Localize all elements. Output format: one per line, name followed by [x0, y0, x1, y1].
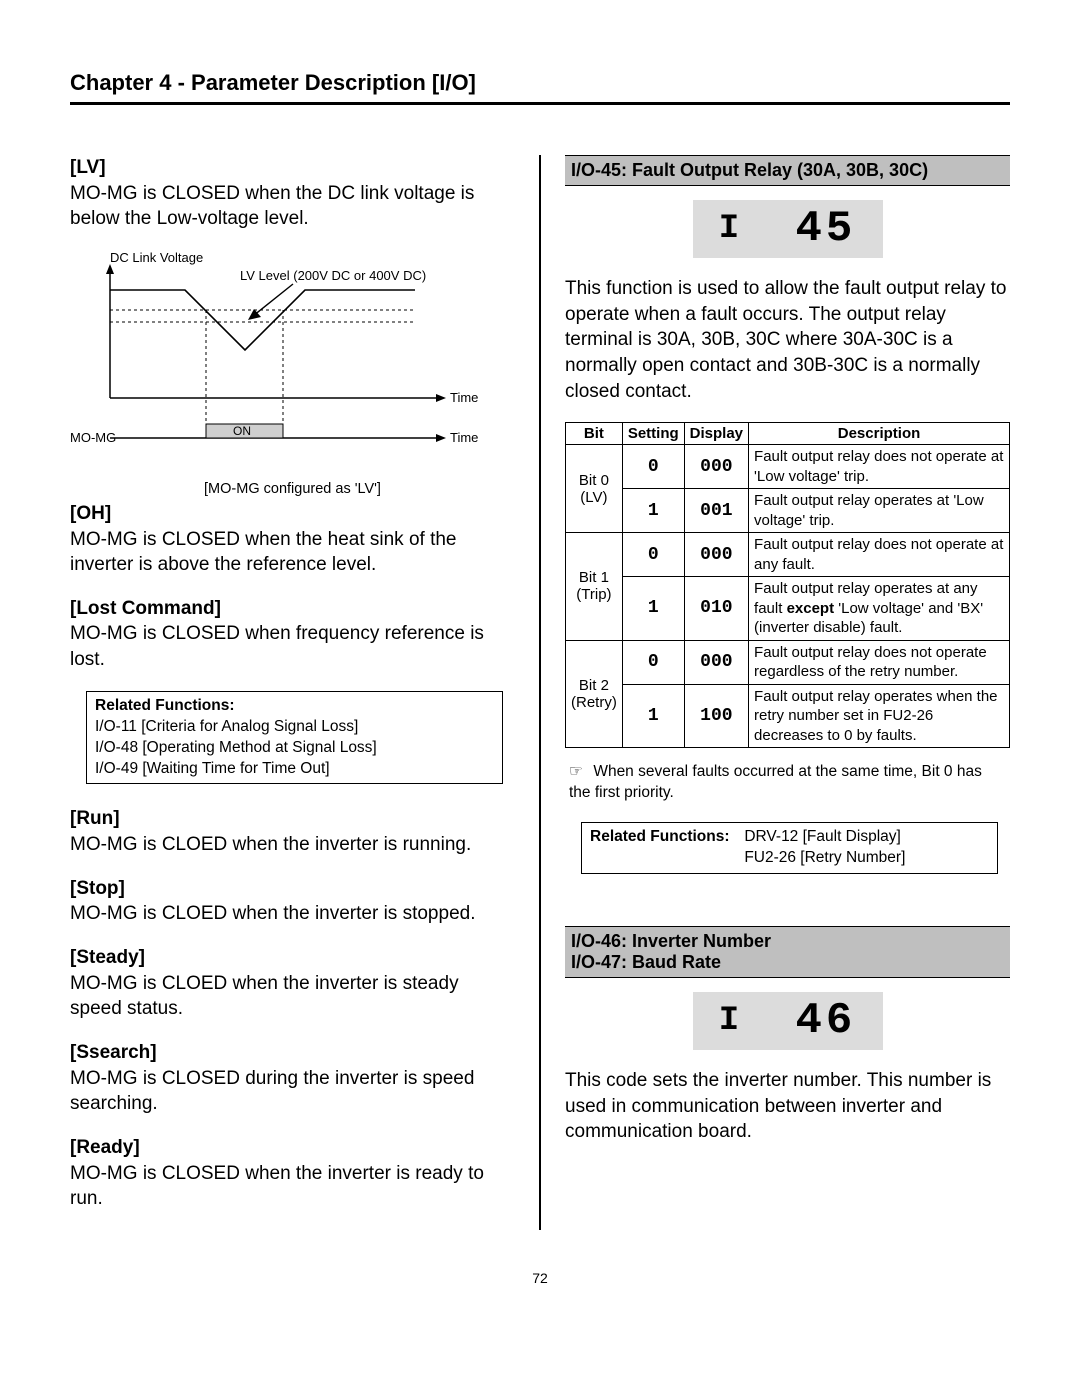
rf2-lines: DRV-12 [Fault Display] FU2-26 [Retry Num… [744, 827, 905, 869]
run-block: [Run] MO-MG is CLOED when the inverter i… [70, 806, 515, 857]
ft-desc-cell: Fault output relay operates when the ret… [749, 684, 1010, 748]
ft-bit-cell: Bit 1 (Trip) [566, 533, 623, 641]
ft-desc-cell: Fault output relay does not operate at a… [749, 533, 1010, 577]
lost-block: [Lost Command] MO-MG is CLOSED when freq… [70, 596, 515, 673]
ft-setting-cell: 1 [622, 577, 684, 641]
mo-mg-label: MO-MG [70, 430, 116, 445]
ft-display-cell: 010 [684, 577, 748, 641]
oh-block: [OH] MO-MG is CLOSED when the heat sink … [70, 501, 515, 578]
dc-link-label: DC Link Voltage [110, 250, 203, 265]
oh-label: [OH] [70, 503, 111, 524]
on-label: ON [233, 424, 251, 438]
lv-diagram: DC Link Voltage Time LV Level (200V DC o… [70, 250, 515, 497]
left-column: [LV] MO-MG is CLOSED when the DC link vo… [70, 155, 515, 1230]
lcd-46: I 46 [693, 992, 883, 1050]
ft-setting-cell: 0 [622, 640, 684, 684]
ssearch-block: [Ssearch] MO-MG is CLOSED during the inv… [70, 1040, 515, 1117]
ft-h0: Bit [566, 423, 623, 445]
ready-block: [Ready] MO-MG is CLOSED when the inverte… [70, 1135, 515, 1212]
chapter-header: Chapter 4 - Parameter Description [I/O] [70, 70, 1010, 105]
io45-text: This function is used to allow the fault… [565, 276, 1010, 404]
ft-desc-cell: Fault output relay operates at any fault… [749, 577, 1010, 641]
ft-setting-cell: 1 [622, 684, 684, 748]
ft-display-cell: 001 [684, 489, 748, 533]
ft-display-cell: 000 [684, 533, 748, 577]
ft-desc-cell: Fault output relay does not operate rega… [749, 640, 1010, 684]
rf2-line0: DRV-12 [Fault Display] [744, 828, 901, 845]
column-divider [539, 155, 541, 1230]
priority-note: ☞ When several faults occurred at the sa… [569, 762, 1006, 804]
note-text: When several faults occurred at the same… [569, 763, 982, 801]
diagram-caption: [MO-MG configured as 'LV'] [70, 481, 515, 497]
oh-text: MO-MG is CLOSED when the heat sink of th… [70, 529, 457, 576]
io46-text: This code sets the inverter number. This… [565, 1068, 1010, 1145]
rf2-label: Related Functions: [590, 827, 740, 848]
io46-bar: I/O-46: Inverter Number I/O-47: Baud Rat… [565, 926, 1010, 978]
ft-setting-cell: 1 [622, 489, 684, 533]
ft-setting-cell: 0 [622, 445, 684, 489]
rf1-line1: I/O-48 [Operating Method at Signal Loss] [95, 739, 377, 756]
page-number: 72 [70, 1270, 1010, 1286]
lost-label: [Lost Command] [70, 598, 221, 619]
ft-bit-cell: Bit 2 (Retry) [566, 640, 623, 748]
lv-level-label: LV Level (200V DC or 400V DC) [240, 268, 426, 283]
lcd-46-right: 46 [795, 996, 856, 1046]
lv-text: MO-MG is CLOSED when the DC link voltage… [70, 183, 474, 230]
lost-text: MO-MG is CLOSED when frequency reference… [70, 623, 484, 670]
ft-display-cell: 000 [684, 445, 748, 489]
two-column-layout: [LV] MO-MG is CLOSED when the DC link vo… [70, 155, 1010, 1230]
stop-label: [Stop] [70, 878, 125, 899]
rf1-label: Related Functions: [95, 696, 245, 717]
lcd-45: I 45 [693, 200, 883, 258]
ft-desc-cell: Fault output relay does not operate at '… [749, 445, 1010, 489]
lv-block: [LV] MO-MG is CLOSED when the DC link vo… [70, 155, 515, 232]
run-text: MO-MG is CLOED when the inverter is runn… [70, 834, 471, 855]
ft-h1: Setting [622, 423, 684, 445]
page: Chapter 4 - Parameter Description [I/O] … [0, 0, 1080, 1326]
run-label: [Run] [70, 808, 120, 829]
ft-h3: Description [749, 423, 1010, 445]
ft-display-cell: 000 [684, 640, 748, 684]
ft-display-cell: 100 [684, 684, 748, 748]
steady-block: [Steady] MO-MG is CLOED when the inverte… [70, 945, 515, 1022]
lv-diagram-svg: DC Link Voltage Time LV Level (200V DC o… [70, 250, 500, 470]
steady-text: MO-MG is CLOED when the inverter is stea… [70, 973, 459, 1020]
rf1-line0: I/O-11 [Criteria for Analog Signal Loss] [95, 718, 358, 735]
ssearch-text: MO-MG is CLOSED during the inverter is s… [70, 1068, 474, 1115]
lcd-45-right: 45 [795, 204, 856, 254]
rf2-line1: FU2-26 [Retry Number] [744, 849, 905, 866]
ready-text: MO-MG is CLOSED when the inverter is rea… [70, 1163, 484, 1210]
io45-bar: I/O-45: Fault Output Relay (30A, 30B, 30… [565, 155, 1010, 186]
stop-text: MO-MG is CLOED when the inverter is stop… [70, 903, 475, 924]
lcd-45-left: I [719, 210, 743, 248]
time-label-1: Time [450, 390, 478, 405]
lv-label: [LV] [70, 157, 106, 178]
related-functions-2: Related Functions: DRV-12 [Fault Display… [581, 822, 998, 874]
related-functions-1: Related Functions: I/O-11 [Criteria for … [86, 691, 503, 785]
time-label-2: Time [450, 430, 478, 445]
rf1-line2: I/O-49 [Waiting Time for Time Out] [95, 760, 330, 777]
ssearch-label: [Ssearch] [70, 1042, 157, 1063]
ft-setting-cell: 0 [622, 533, 684, 577]
ready-label: [Ready] [70, 1137, 140, 1158]
ft-desc-cell: Fault output relay operates at 'Low volt… [749, 489, 1010, 533]
ft-h2: Display [684, 423, 748, 445]
pointing-hand-icon: ☞ [569, 762, 589, 783]
fault-output-table: Bit Setting Display Description Bit 0 (L… [565, 422, 1010, 748]
steady-label: [Steady] [70, 947, 145, 968]
right-column: I/O-45: Fault Output Relay (30A, 30B, 30… [565, 155, 1010, 1230]
rf1-lines: I/O-11 [Criteria for Analog Signal Loss]… [95, 717, 377, 780]
lcd-46-left: I [719, 1002, 743, 1040]
stop-block: [Stop] MO-MG is CLOED when the inverter … [70, 876, 515, 927]
ft-bit-cell: Bit 0 (LV) [566, 445, 623, 533]
